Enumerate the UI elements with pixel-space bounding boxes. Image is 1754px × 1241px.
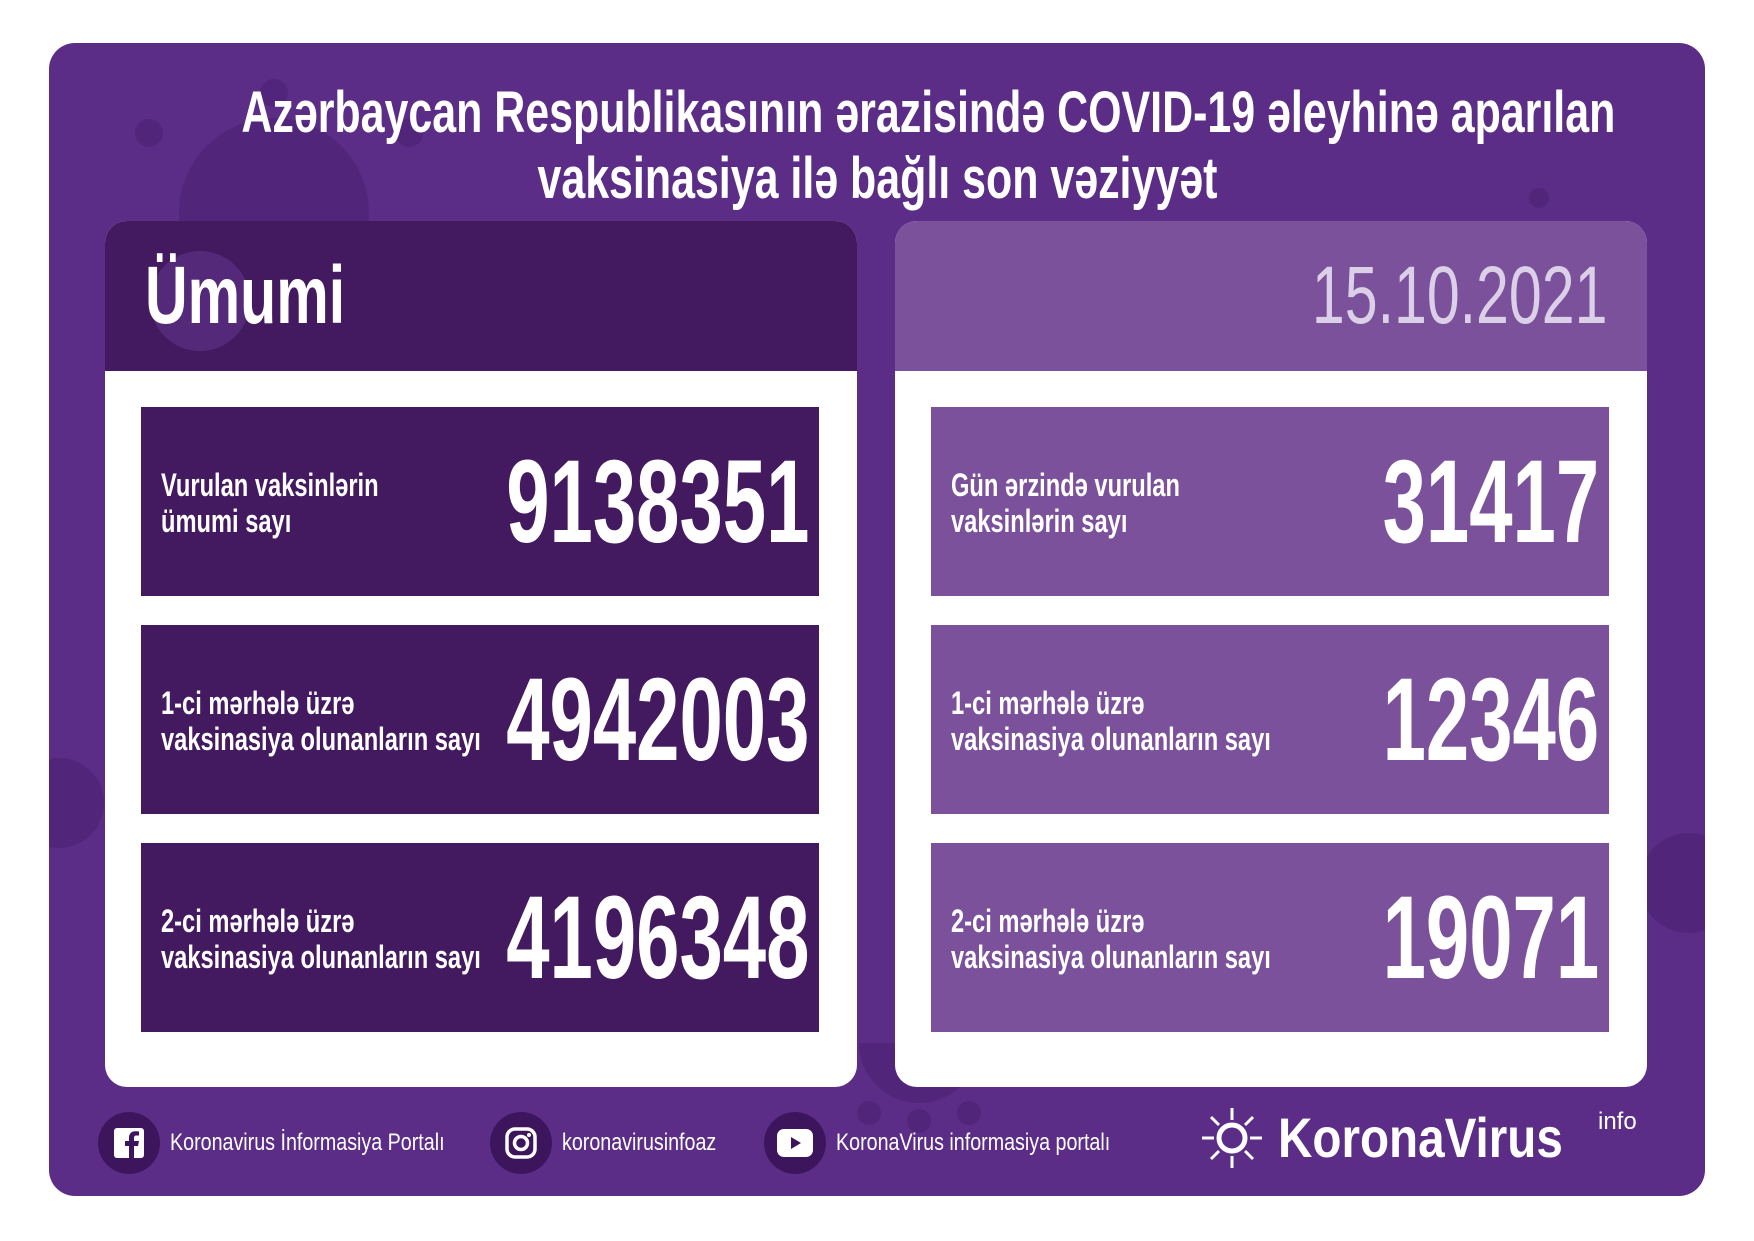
page-title-line-1: Azərbaycan Respublikasının ərazisində CO… (0, 80, 1754, 146)
page-title-line-2: vaksinasiya ilə bağlı son vəziyyət (0, 146, 1754, 212)
virus-decoration-icon (150, 251, 250, 351)
daily-card-header: 15.10.2021 (895, 221, 1647, 371)
row-label: 2-ci mərhələ üzrə vaksinasiya olunanların… (161, 903, 481, 975)
logo-suffix: info (1598, 1108, 1637, 1135)
daily-card: 15.10.2021 Gün ərzində vurulan vaksinləri… (895, 221, 1647, 1087)
row-value: 19071 (1382, 872, 1599, 1004)
youtube-icon (764, 1112, 826, 1174)
instagram-link[interactable]: koronavirusinfoaz (490, 1112, 750, 1174)
facebook-label: Koronavirus İnformasiya Portalı (170, 1129, 445, 1156)
facebook-link[interactable]: Koronavirus İnformasiya Portalı (98, 1112, 505, 1174)
daily-row-vaccines: Gün ərzində vurulan vaksinlərin sayı 3141… (931, 407, 1609, 596)
total-row-all-vaccines: Vurulan vaksinlərin ümumi sayı 9138351 (141, 407, 819, 596)
koronavirus-logo: KoronaVirus (1200, 1105, 1613, 1170)
total-heading: Ümumi (145, 250, 346, 341)
row-label: 2-ci mərhələ üzrə vaksinasiya olunanların… (951, 903, 1271, 975)
row-label: 1-ci mərhələ üzrə vaksinasiya olunanların… (161, 685, 481, 757)
daily-row-second-dose: 2-ci mərhələ üzrə vaksinasiya olunanların… (931, 843, 1609, 1032)
facebook-icon (98, 1112, 160, 1174)
virus-decoration-icon (1639, 833, 1705, 933)
row-value: 4942003 (505, 654, 809, 786)
logo-name: KoronaVirus (1278, 1106, 1563, 1169)
total-row-second-dose: 2-ci mərhələ üzrə vaksinasiya olunanların… (141, 843, 819, 1032)
sun-virus-icon (1202, 1107, 1262, 1168)
virus-decoration-icon (49, 758, 104, 848)
date-label: 15.10.2021 (1311, 250, 1607, 341)
row-value: 31417 (1382, 436, 1599, 568)
total-card-header: Ümumi (105, 221, 857, 371)
row-label: 1-ci mərhələ üzrə vaksinasiya olunanların… (951, 685, 1271, 757)
daily-row-first-dose: 1-ci mərhələ üzrə vaksinasiya olunanların… (931, 625, 1609, 814)
row-value: 12346 (1382, 654, 1599, 786)
row-value: 4196348 (505, 872, 809, 1004)
total-card: Ümumi Vurulan vaksinlərin ümumi sayı 9138… (105, 221, 857, 1087)
row-label: Gün ərzində vurulan vaksinlərin sayı (951, 467, 1180, 539)
instagram-icon (490, 1112, 552, 1174)
youtube-link[interactable]: KoronaVirus informasiya portalı (764, 1112, 1170, 1174)
youtube-label: KoronaVirus informasiya portalı (836, 1129, 1111, 1156)
title-text: Azərbaycan Respublikasının ərazisində CO… (241, 80, 1616, 145)
row-value: 9138351 (505, 436, 809, 568)
title-text: vaksinasiya ilə bağlı son vəziyyət (537, 146, 1217, 211)
instagram-label: koronavirusinfoaz (562, 1129, 717, 1156)
total-row-first-dose: 1-ci mərhələ üzrə vaksinasiya olunanların… (141, 625, 819, 814)
row-label: Vurulan vaksinlərin ümumi sayı (161, 467, 379, 539)
